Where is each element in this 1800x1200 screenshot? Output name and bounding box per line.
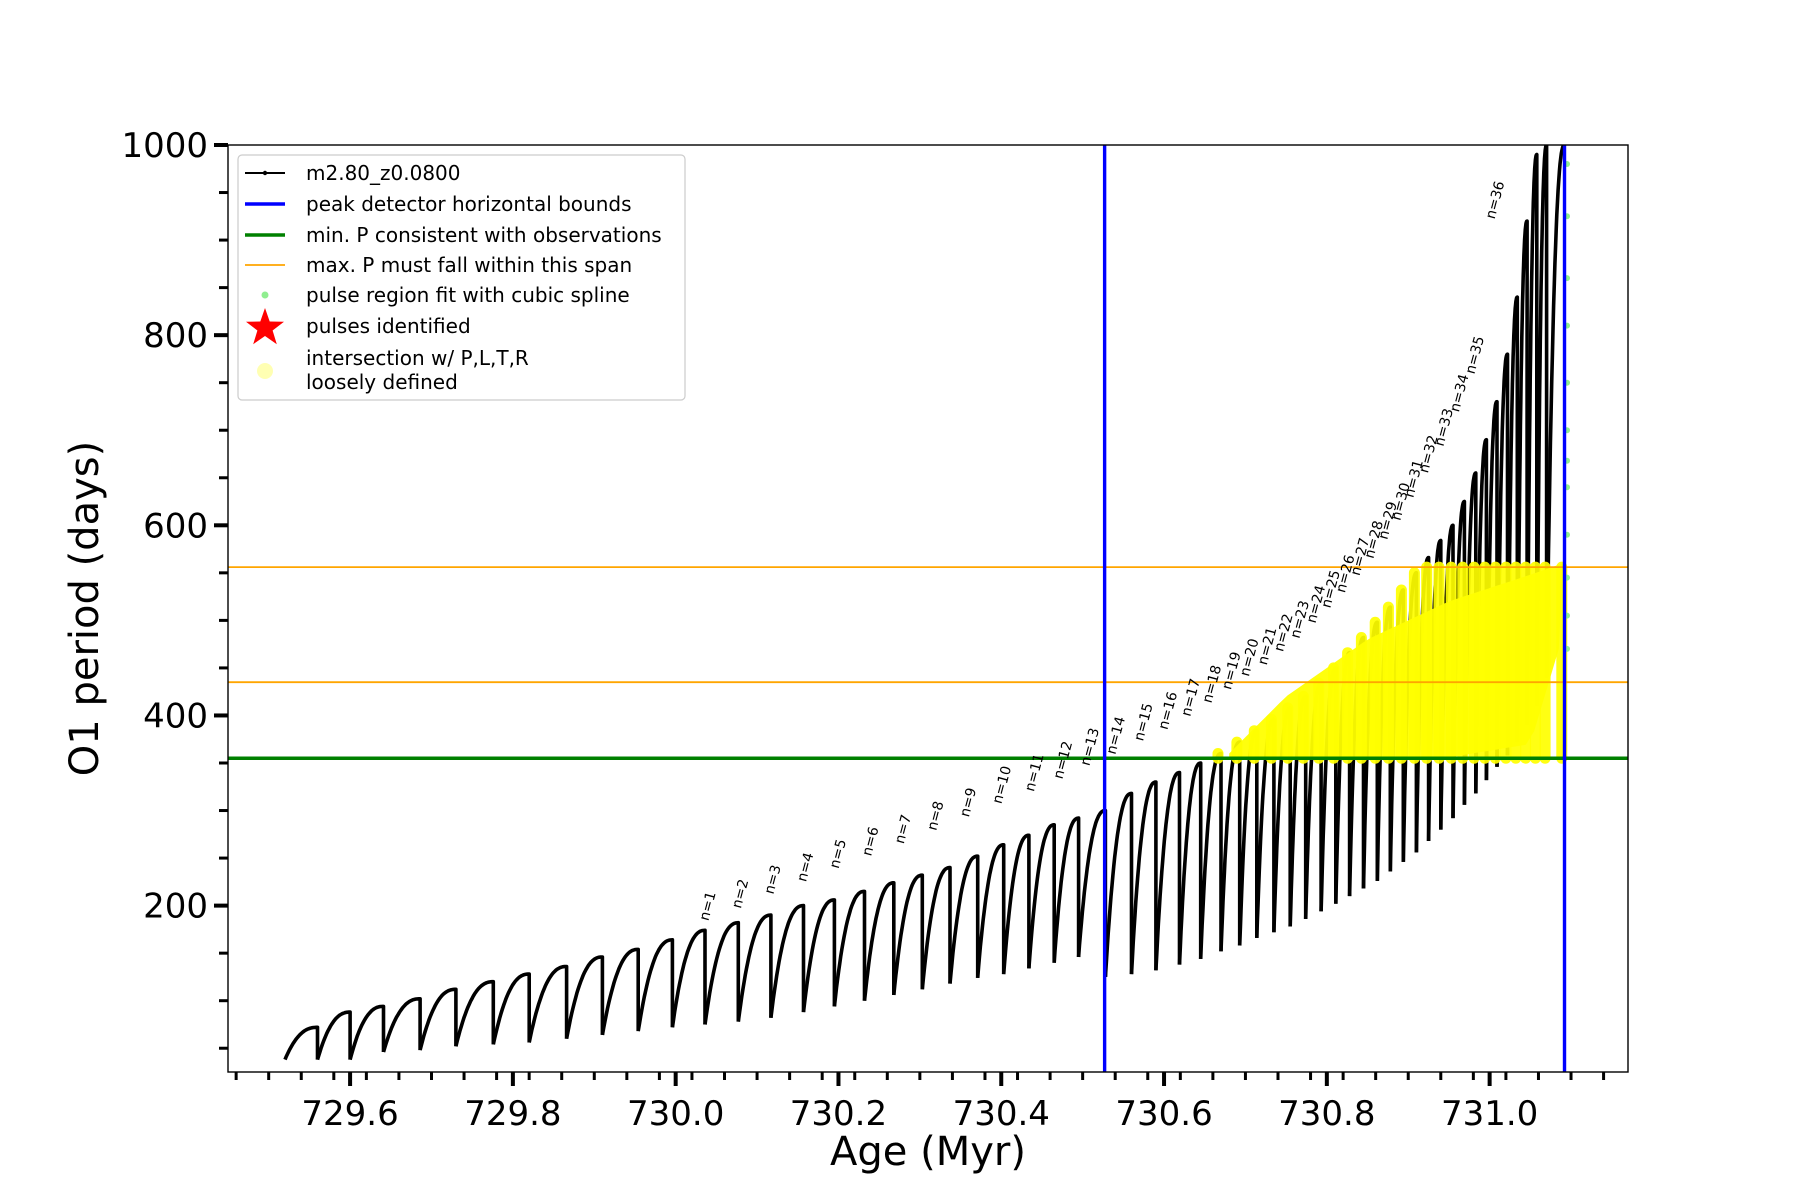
legend-handle-dot <box>261 291 269 299</box>
pulse-curve <box>454 979 496 1047</box>
pulse-curve <box>1525 152 1539 726</box>
y-tick-label: 200 <box>143 887 208 927</box>
pulse-label: n=8 <box>925 800 948 833</box>
pulse-curve <box>491 972 532 1045</box>
intersection-band <box>1229 563 1563 758</box>
plot-frame <box>227 144 1629 1073</box>
y-tick-label: 800 <box>143 316 208 356</box>
legend-label: peak detector horizontal bounds <box>306 192 632 216</box>
x-tick-label: 730.2 <box>790 1094 887 1134</box>
pulse-label: n=5 <box>827 838 850 871</box>
legend-handle-star <box>246 308 284 345</box>
axes: 729.6 729.8 730.0 730.2 730.4 730.6 730.8 731.0… <box>62 126 1629 1175</box>
y-axis-label: O1 period (days) <box>62 441 108 776</box>
y-tick-label: 600 <box>143 506 208 546</box>
pulse-curve <box>564 955 605 1040</box>
pulse-curve <box>862 880 896 1001</box>
pulse-curve <box>1103 791 1134 978</box>
legend-label: pulses identified <box>306 314 471 338</box>
legend-label: min. P consistent with observations <box>306 223 662 247</box>
pulse-label: n=1 <box>697 890 720 923</box>
pulse-curve <box>348 1004 386 1061</box>
x-tick-label: 729.6 <box>301 1094 398 1134</box>
legend-label: max. P must fall within this span <box>306 253 632 277</box>
pulse-label: n=9 <box>957 786 980 819</box>
pulse-curve <box>1535 145 1549 707</box>
x-tick-label: 729.8 <box>464 1094 561 1134</box>
x-tick-label: 730.4 <box>953 1094 1050 1134</box>
pulse-curve <box>832 889 867 1007</box>
pulse-curve <box>381 996 422 1053</box>
legend-label: intersection w/ P,L,T,R loosely defined <box>306 346 529 394</box>
pulse-curve <box>920 865 952 990</box>
legend-label: m2.80_z0.0800 <box>306 161 461 185</box>
pulse-curve <box>736 913 773 1022</box>
pulse-curve <box>1515 219 1529 743</box>
pulse-curve <box>975 842 1006 979</box>
y-tick-label: 400 <box>143 696 208 736</box>
pulse-curve <box>1177 761 1203 965</box>
pulse-curve <box>948 854 980 984</box>
pulse-curve <box>418 987 458 1051</box>
pulse-curve <box>703 920 741 1025</box>
pulse-label: n=6 <box>859 825 882 858</box>
pulse-curve <box>670 928 707 1028</box>
x-tick-label: 730.6 <box>1115 1094 1212 1134</box>
pulse-curve <box>1052 816 1081 963</box>
pulse-label: n=3 <box>762 863 785 896</box>
pulse-curve <box>315 1010 352 1061</box>
pulse-curve <box>769 903 806 1019</box>
pulse-label: n=4 <box>794 851 817 884</box>
x-axis-label: Age (Myr) <box>830 1129 1026 1175</box>
legend-label: pulse region fit with cubic spline <box>306 283 630 307</box>
legend-handle-circle <box>257 363 273 379</box>
pulse-curve <box>1129 780 1158 975</box>
x-tick-label: 731.0 <box>1441 1094 1538 1134</box>
pulse-label: n=7 <box>892 813 915 846</box>
x-tick-label: 730.0 <box>627 1094 724 1134</box>
pulse-curve <box>283 1025 320 1061</box>
pulse-curve <box>636 937 675 1032</box>
legend-label-line: loosely defined <box>306 370 458 394</box>
pulse-curve <box>600 947 641 1036</box>
pulse-curve <box>892 873 925 996</box>
pulse-curve <box>1001 833 1031 975</box>
pulse-curve <box>1544 145 1566 678</box>
legend-handle-marker <box>262 170 268 176</box>
legend-box <box>237 154 686 401</box>
pulse-label: n=2 <box>729 877 752 910</box>
y-tick-label: 1000 <box>121 126 208 166</box>
pulse-curve <box>1154 770 1182 971</box>
x-tick-label: 730.8 <box>1278 1094 1375 1134</box>
pulse-curve <box>1027 822 1056 969</box>
pulse-curve <box>801 898 837 1013</box>
pulse-curve <box>1076 808 1108 977</box>
pulse-curve <box>527 964 569 1043</box>
plot-area <box>283 145 1568 1061</box>
legend-label-line: intersection w/ P,L,T,R <box>306 346 529 370</box>
